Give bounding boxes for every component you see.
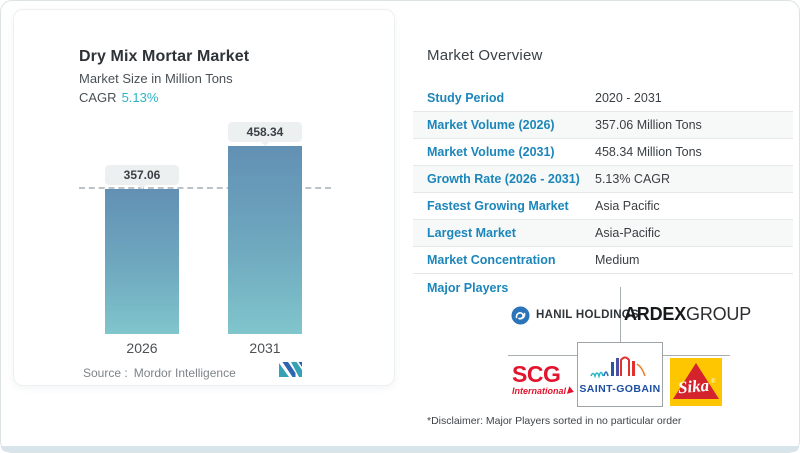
players-vertical-divider — [620, 287, 621, 343]
ardex-name-rest: GROUP — [686, 304, 752, 324]
scg-tagline: International — [512, 386, 567, 396]
row-label: Fastest Growing Market — [427, 199, 569, 213]
scg-tagline-row: International — [512, 386, 576, 396]
disclaimer-text: *Disclaimer: Major Players sorted in no … — [427, 415, 682, 427]
chart-subtitle: Market Size in Million Tons — [79, 71, 233, 86]
row-label: Market Volume (2026) — [427, 118, 555, 132]
row-value: Asia-Pacific — [595, 226, 661, 240]
chart-cagr-line: CAGR 5.13% — [79, 90, 158, 105]
bottom-strip — [1, 446, 799, 452]
bar-value-label-2026: 357.06 — [105, 165, 179, 189]
hanil-holdings-name: HANIL HOLDINGS — [536, 309, 640, 321]
ardex-name-bold: ARDEX — [624, 304, 687, 324]
table-row-growth-rate: Growth Rate (2026 - 2031) 5.13% CAGR — [413, 166, 793, 193]
table-row-market-concentration: Market Concentration Medium — [413, 247, 793, 274]
scg-name: SCG — [512, 361, 561, 387]
table-row-study-period: Study Period 2020 - 2031 — [413, 85, 793, 112]
row-label: Growth Rate (2026 - 2031) — [427, 172, 580, 186]
bar-value-label-2031: 458.34 — [228, 122, 302, 146]
row-label: Market Concentration — [427, 253, 556, 267]
chart-card: Dry Mix Mortar Market Market Size in Mil… — [13, 9, 395, 386]
x-axis-label-2026: 2026 — [126, 340, 158, 356]
sika-triangle-icon: Sika ® — [673, 363, 719, 399]
overview-heading: Market Overview — [427, 47, 543, 64]
row-label: Largest Market — [427, 226, 516, 240]
source-value: Mordor Intelligence — [133, 366, 236, 380]
table-row-market-volume-2031: Market Volume (2031) 458.34 Million Tons — [413, 139, 793, 166]
row-label: Market Volume (2031) — [427, 145, 555, 159]
source-line: Source : Mordor Intelligence — [83, 366, 236, 380]
logo-hanil-holdings: HANIL HOLDINGS — [511, 305, 639, 325]
cagr-label: CAGR — [79, 90, 117, 105]
saint-gobain-name: SAINT-GOBAIN — [579, 383, 661, 395]
saint-gobain-skyline-icon — [590, 356, 646, 379]
logo-saint-gobain: SAINT-GOBAIN — [577, 342, 663, 407]
major-players-label: Major Players — [427, 281, 509, 295]
row-value: Medium — [595, 253, 640, 267]
sika-registered-mark: ® — [711, 378, 716, 385]
reference-dashed-line — [79, 187, 331, 189]
row-value: 458.34 Million Tons — [595, 145, 702, 159]
mordor-intelligence-logo-icon — [279, 362, 302, 377]
logo-ardex-group: ARDEXGROUP — [624, 304, 751, 325]
row-value: 2020 - 2031 — [595, 91, 662, 105]
table-row-largest-market: Largest Market Asia-Pacific — [413, 220, 793, 247]
logo-scg-international: SCG International — [512, 363, 576, 396]
row-value: 357.06 Million Tons — [595, 118, 702, 132]
x-axis-label-2031: 2031 — [249, 340, 281, 356]
chart-title: Dry Mix Mortar Market — [79, 48, 250, 65]
table-row-market-volume-2026: Market Volume (2026) 357.06 Million Tons — [413, 112, 793, 139]
row-label: Study Period — [427, 91, 505, 105]
logo-sika: Sika ® — [670, 358, 722, 406]
overview-table: Study Period 2020 - 2031 Market Volume (… — [413, 85, 793, 274]
row-value: 5.13% CAGR — [595, 172, 671, 186]
scg-arrow-icon — [566, 386, 576, 396]
bar-2026 — [105, 189, 179, 334]
bar-2031 — [228, 146, 302, 334]
sika-name: Sika — [677, 376, 710, 398]
source-label: Source : — [83, 366, 128, 380]
cagr-value: 5.13% — [121, 90, 159, 105]
table-row-fastest-growing-market: Fastest Growing Market Asia Pacific — [413, 193, 793, 220]
hanil-holdings-icon — [511, 306, 530, 324]
row-value: Asia Pacific — [595, 199, 660, 213]
